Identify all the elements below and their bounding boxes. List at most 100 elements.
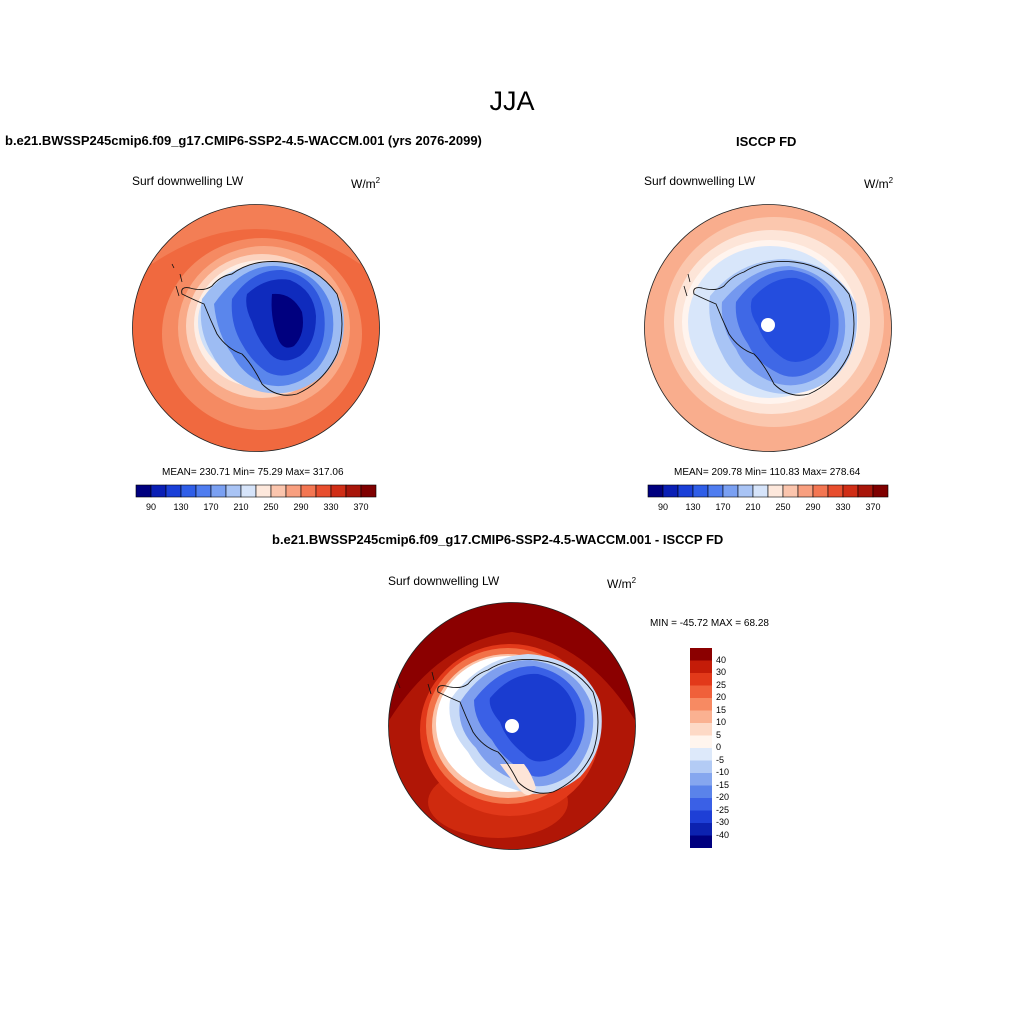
panel-1-colorbar-swatch xyxy=(255,484,272,498)
panel-3-colorbar-ticks: 40 30 25 20 15 10 5 0 -5 -10 -15 -20 -25 -30 -40 xyxy=(716,648,746,848)
panel-2-colorbar-tick-label: 250 xyxy=(775,502,791,512)
panel-3-colorbar-tick-label: 15 xyxy=(716,704,727,715)
panel-1-colorbar-tick-label: 170 xyxy=(203,502,219,512)
panel-3-colorbar-tick-label: -25 xyxy=(716,804,730,815)
panel-2-colorbar-swatch xyxy=(767,484,784,498)
panel-3-colorbar-tick-label: 30 xyxy=(716,667,727,677)
panel-3-colorbar-swatch xyxy=(690,673,712,686)
panel-3-colorbar-tick-label: 0 xyxy=(716,742,722,752)
panel-1-colorbar-swatch xyxy=(345,484,362,498)
panel-3-colorbar-swatch xyxy=(690,660,712,673)
panel-3-colorbar-tick-label: 10 xyxy=(716,717,727,727)
panel-2-colorbar-swatch xyxy=(647,484,664,498)
panel-2-colorbar-tick-label: 330 xyxy=(835,502,851,512)
panel-1-variable-label: Surf downwelling LW xyxy=(132,174,244,188)
panel-3-colorbar-tick-label: -30 xyxy=(716,817,730,827)
panel-3-colorbar xyxy=(690,648,712,848)
panel-2-colorbar-swatch xyxy=(662,484,679,498)
panel-1-colorbar-tick-label: 250 xyxy=(263,502,279,512)
panel-1-stats: MEAN= 230.71 Min= 75.29 Max= 317.06 xyxy=(162,467,344,478)
panel-3-colorbar-swatch xyxy=(690,773,712,786)
panel-1-colorbar-swatch xyxy=(210,484,227,498)
panel-2-title: ISCCP FD xyxy=(736,134,797,149)
panel-3-colorbar-swatch xyxy=(690,710,712,723)
panel-1-units-label: W/m2 xyxy=(351,176,381,191)
panel-3-stats: MIN = -45.72 MAX = 68.28 xyxy=(650,618,769,629)
panel-3-colorbar-tick-label: -20 xyxy=(716,792,730,802)
panel-3-colorbar-tick-label: 5 xyxy=(716,729,722,740)
panel-2-stats: MEAN= 209.78 Min= 110.83 Max= 278.64 xyxy=(674,467,861,478)
panel-3-colorbar-swatch xyxy=(690,748,712,761)
panel-1-colorbar-swatch xyxy=(225,484,242,498)
panel-3-colorbar-tick-label: 20 xyxy=(716,692,727,702)
panel-3-colorbar-swatch xyxy=(690,685,712,698)
panel-1-colorbar-swatch xyxy=(330,484,347,498)
panel-2-colorbar-swatch xyxy=(707,484,724,498)
panel-1-colorbar-tick-label: 130 xyxy=(173,502,189,512)
panel-3-colorbar-swatch xyxy=(690,810,712,823)
panel-2-colorbar-swatch xyxy=(827,484,844,498)
panel-3-colorbar-tick-label: 40 xyxy=(716,654,727,665)
panel-1-colorbar-swatch xyxy=(360,484,377,498)
panel-2-colorbar-tick-label: 290 xyxy=(805,502,821,512)
panel-1-colorbar-swatch xyxy=(300,484,317,498)
panel-2-colorbar xyxy=(647,484,889,498)
panel-1-colorbar-swatch xyxy=(240,484,257,498)
panel-1-colorbar-swatch xyxy=(180,484,197,498)
panel-1-colorbar-swatch xyxy=(315,484,332,498)
panel-2-colorbar-tick-label: 370 xyxy=(865,502,881,512)
panel-1-colorbar-swatch xyxy=(150,484,167,498)
panel-3-title: b.e21.BWSSP245cmip6.f09_g17.CMIP6-SSP2-4… xyxy=(272,532,724,547)
panel-2-colorbar-tick-label: 130 xyxy=(685,502,701,512)
panel-3-colorbar-swatch xyxy=(690,698,712,711)
panel-3-colorbar-swatch xyxy=(690,835,712,848)
panel-1-colorbar-tick-label: 290 xyxy=(293,502,309,512)
panel-2-colorbar-swatch xyxy=(842,484,859,498)
panel-3-colorbar-swatch xyxy=(690,785,712,798)
panel-2-polar-map xyxy=(644,204,892,452)
panel-3-colorbar-tick-label: -5 xyxy=(716,754,725,765)
panel-3-variable-label: Surf downwelling LW xyxy=(388,574,500,588)
panel-2-colorbar-tick-label: 210 xyxy=(745,502,761,512)
panel-1-colorbar-tick-label: 330 xyxy=(323,502,339,512)
page-title: JJA xyxy=(489,86,535,116)
panel-2-colorbar-ticks: 90 130 170 210 250 290 330 370 xyxy=(648,502,888,514)
panel-1-colorbar-swatch xyxy=(165,484,182,498)
panel-3-colorbar-swatch xyxy=(690,798,712,811)
panel-1-colorbar-tick-label: 210 xyxy=(233,502,249,512)
panel-2-colorbar-swatch xyxy=(737,484,754,498)
panel-1-colorbar-tick-label: 370 xyxy=(353,502,369,512)
panel-3-colorbar-swatch xyxy=(690,723,712,736)
panel-3-polar-map xyxy=(388,602,636,850)
panel-2-units-label: W/m2 xyxy=(864,176,894,191)
panel-2-colorbar-tick-label: 90 xyxy=(657,502,668,512)
panel-1-polar-map xyxy=(132,204,380,452)
panel-2-colorbar-swatch xyxy=(812,484,829,498)
panel-3-colorbar-tick-label: -15 xyxy=(716,779,730,790)
panel-2-colorbar-swatch xyxy=(752,484,769,498)
panel-3-colorbar-swatch xyxy=(690,760,712,773)
panel-1-colorbar-tick-label: 90 xyxy=(145,502,156,512)
panel-2-colorbar-swatch xyxy=(722,484,739,498)
panel-3-colorbar-swatch xyxy=(690,735,712,748)
panel-3-colorbar-swatch xyxy=(690,648,712,661)
panel-2-colorbar-swatch xyxy=(677,484,694,498)
panel-3-colorbar-swatch xyxy=(690,823,712,836)
panel-1-colorbar xyxy=(135,484,377,498)
panel-2-colorbar-swatch xyxy=(782,484,799,498)
panel-3-colorbar-tick-label: -10 xyxy=(716,767,730,777)
panel-2-variable-label: Surf downwelling LW xyxy=(644,174,756,188)
panel-2-colorbar-swatch xyxy=(872,484,889,498)
panel-2-colorbar-swatch xyxy=(857,484,874,498)
panel-1-colorbar-swatch xyxy=(270,484,287,498)
panel-3-units-label: W/m2 xyxy=(607,576,637,591)
panel-2-colorbar-swatch xyxy=(692,484,709,498)
panel-2-colorbar-tick-label: 170 xyxy=(715,502,731,512)
panel-3-colorbar-tick-label: -40 xyxy=(716,829,730,840)
panel-3-colorbar-tick-label: 25 xyxy=(716,679,727,690)
panel-1-colorbar-swatch xyxy=(195,484,212,498)
panel-1-colorbar-swatch xyxy=(285,484,302,498)
panel-2-colorbar-swatch xyxy=(797,484,814,498)
panel-1-colorbar-ticks: 90 130 170 210 250 290 330 370 xyxy=(136,502,376,514)
panel-1-colorbar-swatch xyxy=(135,484,152,498)
